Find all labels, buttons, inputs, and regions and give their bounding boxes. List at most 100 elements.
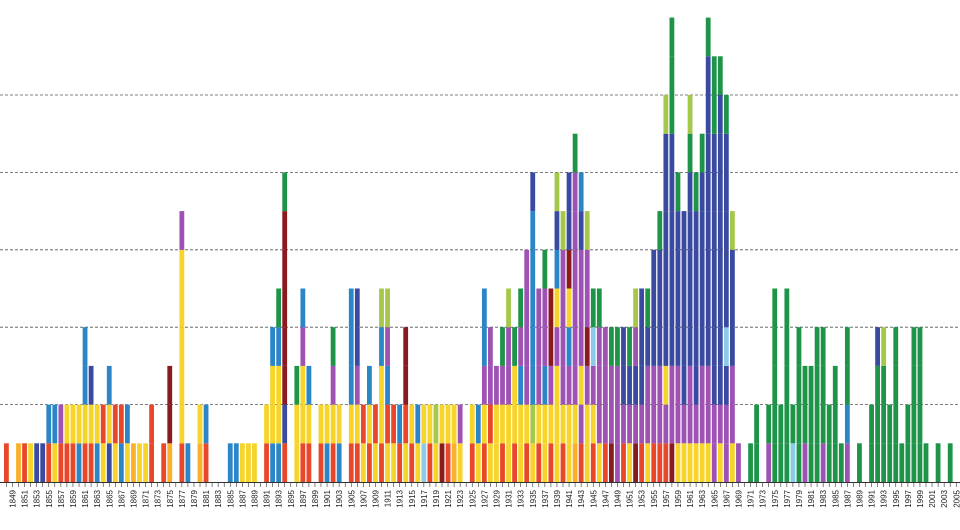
bar-segment bbox=[397, 404, 403, 444]
bar-segment bbox=[391, 404, 396, 444]
bar-segment bbox=[524, 365, 530, 405]
bar-segment bbox=[633, 288, 638, 328]
bar-segment bbox=[125, 404, 130, 444]
bar-1896 bbox=[294, 365, 300, 482]
x-tick-label: 1863 bbox=[93, 489, 102, 507]
bar-segment bbox=[935, 443, 941, 482]
bar-segment bbox=[917, 365, 923, 405]
bar-segment bbox=[391, 443, 396, 482]
bar-1978 bbox=[790, 404, 796, 482]
bar-segment bbox=[832, 404, 838, 444]
bar-segment bbox=[94, 443, 100, 482]
bar-segment bbox=[578, 327, 584, 366]
bar-segment bbox=[282, 249, 288, 289]
x-tick-label: 1851 bbox=[21, 489, 30, 507]
bar-segment bbox=[723, 404, 729, 444]
bar-segment bbox=[500, 327, 505, 366]
bar-segment bbox=[590, 443, 596, 482]
bar-1968 bbox=[730, 211, 735, 482]
bar-segment bbox=[669, 365, 675, 405]
bar-segment bbox=[687, 443, 693, 482]
bar-segment bbox=[179, 249, 185, 289]
bar-segment bbox=[542, 327, 548, 366]
bar-1918 bbox=[427, 404, 433, 482]
bar-segment bbox=[772, 443, 778, 482]
bar-segment bbox=[282, 211, 288, 250]
bar-segment bbox=[905, 443, 911, 482]
bar-segment bbox=[560, 211, 566, 250]
bar-segment bbox=[681, 288, 687, 328]
bar-1984 bbox=[826, 404, 832, 482]
bar-segment bbox=[379, 327, 384, 366]
bar-segment bbox=[615, 365, 620, 405]
bar-segment bbox=[814, 365, 820, 405]
bar-segment bbox=[602, 404, 608, 444]
x-tick-label: 1849 bbox=[8, 489, 17, 507]
bar-segment bbox=[348, 404, 354, 444]
bar-1908 bbox=[367, 365, 372, 482]
bar-segment bbox=[530, 443, 536, 482]
bar-segment bbox=[657, 211, 663, 250]
x-tick-label: 1981 bbox=[807, 489, 816, 507]
bar-segment bbox=[530, 211, 536, 250]
bar-segment bbox=[802, 365, 808, 405]
bar-1967 bbox=[723, 95, 729, 482]
bar-segment bbox=[675, 172, 681, 212]
bar-1999 bbox=[917, 327, 923, 482]
bar-segment bbox=[693, 327, 699, 366]
bar-segment bbox=[590, 404, 596, 444]
bar-segment bbox=[717, 249, 723, 289]
bar-segment bbox=[451, 404, 457, 444]
bar-segment bbox=[118, 443, 124, 482]
bar-segment bbox=[270, 404, 275, 444]
bar-segment bbox=[578, 365, 584, 405]
bar-segment bbox=[699, 249, 705, 289]
bar-segment bbox=[294, 404, 300, 444]
bar-1851 bbox=[22, 443, 27, 482]
bar-segment bbox=[844, 327, 850, 366]
bar-segment bbox=[596, 365, 602, 405]
x-tick-label: 1953 bbox=[638, 489, 647, 507]
bar-segment bbox=[427, 443, 433, 482]
bar-segment bbox=[663, 443, 669, 482]
bar-segment bbox=[421, 404, 427, 444]
bar-segment bbox=[572, 172, 578, 212]
bar-segment bbox=[875, 443, 880, 482]
bar-segment bbox=[899, 443, 905, 482]
bar-segment bbox=[379, 365, 384, 405]
bar-segment bbox=[711, 404, 717, 444]
bar-segment bbox=[705, 56, 711, 95]
bar-segment bbox=[639, 443, 645, 482]
bar-segment bbox=[911, 404, 917, 444]
bar-segment bbox=[669, 443, 675, 482]
bar-segment bbox=[784, 365, 790, 405]
bar-segment bbox=[711, 365, 717, 405]
bar-segment bbox=[106, 443, 112, 482]
bar-1981 bbox=[808, 365, 814, 482]
bar-1891 bbox=[264, 404, 269, 482]
bar-segment bbox=[560, 404, 566, 444]
bar-segment bbox=[270, 365, 275, 405]
bar-1887 bbox=[239, 443, 245, 482]
bar-segment bbox=[500, 365, 505, 405]
x-tick-label: 1917 bbox=[420, 489, 429, 507]
bar-segment bbox=[58, 443, 64, 482]
x-tick-label: 1911 bbox=[384, 489, 393, 507]
x-tick-label: 1985 bbox=[831, 489, 840, 507]
x-tick-label: 1881 bbox=[202, 489, 211, 507]
bar-segment bbox=[572, 443, 578, 482]
bar-1959 bbox=[675, 172, 681, 482]
x-tick-label: 1989 bbox=[855, 489, 864, 507]
bar-segment bbox=[294, 443, 300, 482]
bar-1926 bbox=[475, 404, 481, 482]
bar-1903 bbox=[336, 404, 342, 482]
bar-segment bbox=[82, 404, 88, 444]
bar-segment bbox=[82, 443, 88, 482]
bar-segment bbox=[167, 365, 173, 405]
bar-segment bbox=[439, 404, 445, 444]
bar-segment bbox=[548, 404, 554, 444]
bar-1900 bbox=[318, 404, 324, 482]
bar-1920 bbox=[439, 404, 445, 482]
bar-segment bbox=[554, 327, 560, 366]
